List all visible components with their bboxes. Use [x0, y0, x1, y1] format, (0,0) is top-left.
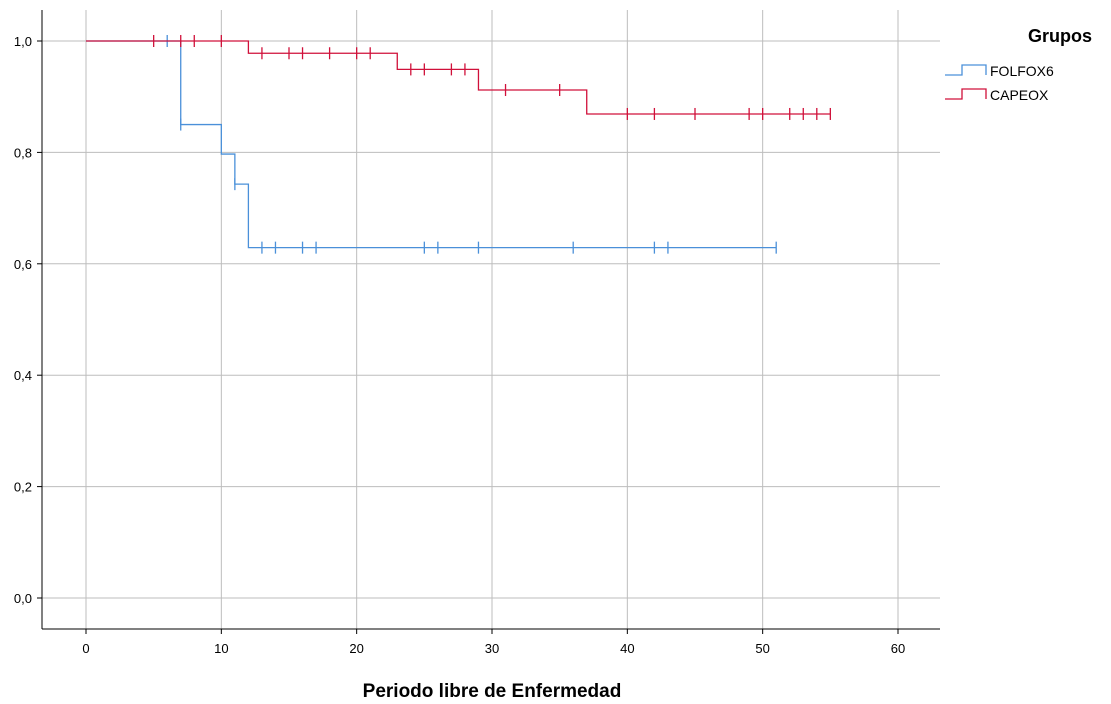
y-tick-label: 0,0	[14, 591, 32, 606]
x-tick-label: 20	[349, 641, 363, 656]
y-tick-label: 0,8	[14, 145, 32, 160]
y-tick-label: 0,4	[14, 368, 32, 383]
x-tick-label: 0	[82, 641, 89, 656]
grid	[42, 10, 940, 629]
survival-line-folfox6	[86, 40, 777, 249]
x-tick-label: 50	[755, 641, 769, 656]
x-axis-label: Periodo libre de Enfermedad	[363, 681, 622, 702]
legend-swatch	[945, 64, 987, 76]
legend-label: CAPEOX	[990, 87, 1049, 103]
x-tick-label: 30	[485, 641, 499, 656]
x-tick-label: 40	[620, 641, 634, 656]
series-folfox6	[86, 35, 777, 254]
series-capeox	[86, 35, 831, 120]
legend: Grupos FOLFOX6 CAPEOX	[945, 26, 1092, 103]
legend-item-folfox6: FOLFOX6	[945, 63, 1054, 79]
axes: 0 10 20 30 40 50 60 0,0 0,2 0,4 0,6 0,8 1,0	[14, 10, 940, 656]
x-tick-label: 60	[891, 641, 905, 656]
y-tick-label: 0,6	[14, 257, 32, 272]
legend-item-capeox: CAPEOX	[945, 87, 1049, 103]
survival-line-capeox	[86, 40, 831, 115]
series-group	[86, 35, 831, 254]
x-tick-label: 10	[214, 641, 228, 656]
y-tick-label: 0,2	[14, 480, 32, 495]
y-tick-label: 1,0	[14, 34, 32, 49]
legend-title: Grupos	[1028, 26, 1092, 46]
legend-label: FOLFOX6	[990, 63, 1054, 79]
legend-swatch	[945, 88, 987, 100]
